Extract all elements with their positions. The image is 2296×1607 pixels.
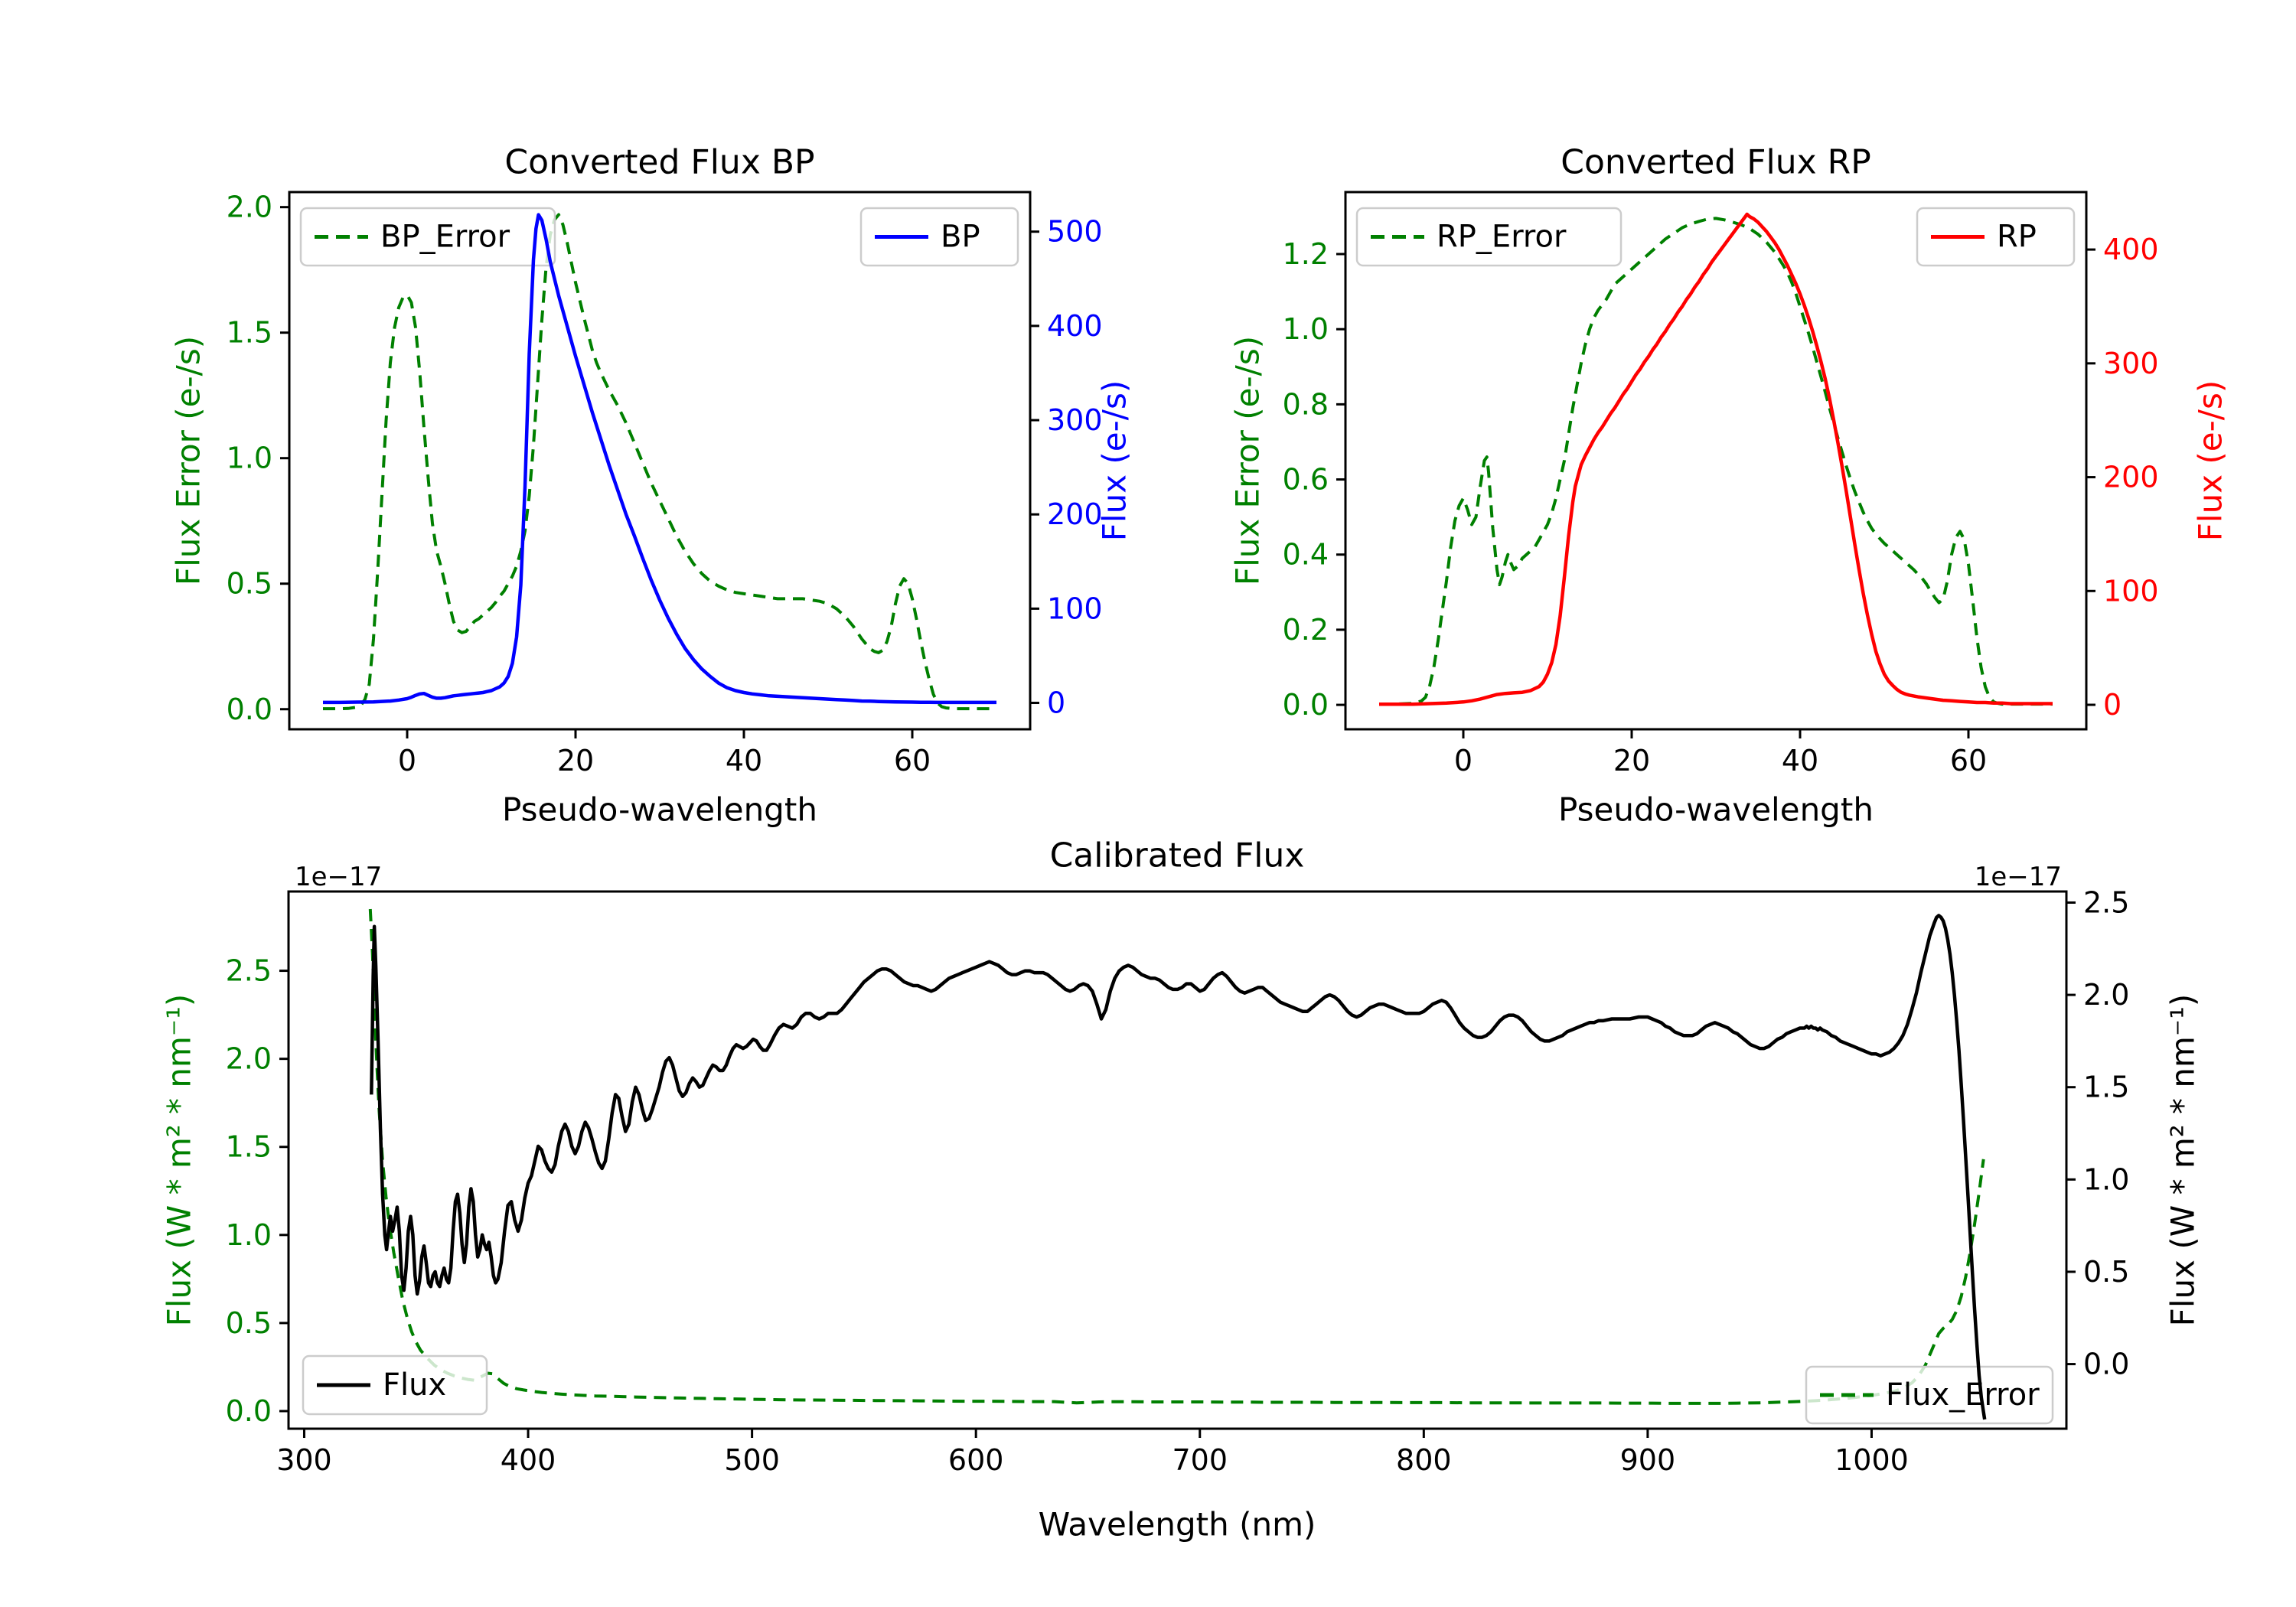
calibrated-xaxis-label: Wavelength (nm) xyxy=(1038,1505,1316,1543)
calibrated-left-offset-text: 1e−17 xyxy=(295,862,383,892)
y-tick-label-left: 2.0 xyxy=(227,191,272,224)
calibrated-flux-spines xyxy=(287,890,2068,1430)
y-tick-label-left: 0.0 xyxy=(1283,688,1329,722)
bp_error-legend-box xyxy=(299,207,556,267)
flux-legend: Flux xyxy=(302,1354,488,1416)
y-tick-label-left: 0.2 xyxy=(1283,613,1329,647)
rp-xaxis-label: Pseudo-wavelength xyxy=(1558,790,1874,829)
flux_error-legend-box xyxy=(1805,1365,2054,1425)
y-tick-label-right: 400 xyxy=(2103,233,2159,266)
flux-line xyxy=(370,914,1987,1420)
y-tick-label-left: 0.5 xyxy=(226,1306,272,1340)
x-tick-label: 1000 xyxy=(1835,1443,1909,1477)
converted-flux-bp-chart: BP_Error BP 0 20 40 60 0.0 0.5 1.0 1.5 2.0 0 100 200 3… xyxy=(227,191,1103,777)
converted-flux-rp-chart: RP_Error RP 0 20 40 60 0.0 0.2 0.4 0.6 0.8 1.0 1.2 0 1… xyxy=(1283,191,2159,777)
bp-yaxis-left-label: Flux Error (e-/s) xyxy=(169,335,207,586)
y-tick-label-right: 2.5 xyxy=(2083,885,2129,919)
flux_error-legend: Flux_Error xyxy=(1805,1365,2054,1425)
y-tick-label-left: 1.0 xyxy=(226,1218,272,1252)
y-tick-label-right: 300 xyxy=(1047,403,1103,437)
y-tick-label-right: 0 xyxy=(1047,686,1065,720)
rp-yaxis-right-label: Flux (e-/s) xyxy=(2191,380,2229,542)
calibrated-chart-title: Calibrated Flux xyxy=(1049,836,1305,875)
y-tick-label-right: 1.0 xyxy=(2083,1162,2129,1196)
y-tick-label-left: 1.0 xyxy=(1283,312,1329,346)
rp_error-legend: RP_Error xyxy=(1355,207,1623,267)
rp_error-line xyxy=(1379,217,2053,706)
converted-flux-bp-spines xyxy=(288,191,1032,731)
y-tick-label-right: 400 xyxy=(1047,309,1103,343)
x-tick-label: 20 xyxy=(557,744,594,777)
bp-yaxis-right-label: Flux (e-/s) xyxy=(1095,380,1133,542)
y-tick-label-right: 0 xyxy=(2103,688,2122,722)
x-tick-label: 60 xyxy=(1950,744,1987,777)
rp_error-legend-box xyxy=(1355,207,1623,267)
y-tick-label-right: 100 xyxy=(2103,574,2159,608)
x-tick-label: 20 xyxy=(1613,744,1650,777)
x-tick-label: 700 xyxy=(1172,1443,1228,1477)
bp_error-legend-label: BP_Error xyxy=(380,220,510,255)
y-tick-label-right: 300 xyxy=(2103,347,2159,380)
x-tick-label: 0 xyxy=(1454,744,1473,777)
rp-legend-label: RP xyxy=(1997,220,2037,255)
rp-line xyxy=(1379,212,2053,706)
bp-legend-box xyxy=(859,207,1019,267)
x-tick-label: 900 xyxy=(1620,1443,1676,1477)
x-tick-label: 500 xyxy=(724,1443,780,1477)
y-tick-label-right: 200 xyxy=(1047,497,1103,531)
x-tick-label: 40 xyxy=(726,744,762,777)
y-tick-label-left: 0.0 xyxy=(226,1394,272,1428)
converted-flux-rp-spines xyxy=(1344,191,2088,731)
calibrated-yaxis-right-label: Flux (W * m² * nm⁻¹) xyxy=(2164,993,2202,1327)
y-tick-label-left: 2.5 xyxy=(226,954,272,988)
y-tick-label-right: 0.5 xyxy=(2083,1255,2129,1289)
y-tick-label-left: 1.5 xyxy=(226,1130,272,1164)
bp-xaxis-label: Pseudo-wavelength xyxy=(502,790,817,829)
flux-legend-box xyxy=(302,1354,488,1416)
rp-chart-title: Converted Flux RP xyxy=(1561,142,1871,182)
x-tick-label: 0 xyxy=(398,744,416,777)
y-tick-label-left: 1.2 xyxy=(1283,237,1329,271)
x-tick-label: 40 xyxy=(1782,744,1818,777)
flux_error-legend-label: Flux_Error xyxy=(1886,1377,2040,1413)
rp-legend-box xyxy=(1916,207,2076,267)
x-tick-label: 800 xyxy=(1396,1443,1452,1477)
rp-yaxis-left-label: Flux Error (e-/s) xyxy=(1228,335,1267,586)
y-tick-label-left: 2.0 xyxy=(226,1042,272,1076)
x-tick-label: 600 xyxy=(948,1443,1004,1477)
rp-legend: RP xyxy=(1916,207,2076,267)
x-tick-label: 300 xyxy=(276,1443,332,1477)
calibrated-flux-chart: Flux_Error Flux 300 400 500 600 700 800 900 1000 0… xyxy=(226,885,2130,1477)
y-tick-label-left: 0.0 xyxy=(227,693,272,726)
bp-line xyxy=(323,213,996,705)
bp_error-legend: BP_Error xyxy=(299,207,556,267)
x-tick-label: 400 xyxy=(501,1443,556,1477)
bp-legend-label: BP xyxy=(941,220,980,255)
y-tick-label-left: 1.0 xyxy=(227,442,272,475)
y-tick-label-left: 0.5 xyxy=(227,567,272,601)
y-tick-label-right: 1.5 xyxy=(2083,1071,2129,1104)
y-tick-label-right: 2.0 xyxy=(2083,978,2129,1012)
bp-chart-title: Converted Flux BP xyxy=(504,142,815,182)
y-tick-label-left: 0.4 xyxy=(1283,538,1329,572)
y-tick-label-left: 0.6 xyxy=(1283,463,1329,497)
calibrated-yaxis-left-label: Flux (W * m² * nm⁻¹) xyxy=(160,993,198,1327)
bp-legend: BP xyxy=(859,207,1019,267)
y-tick-label-right: 200 xyxy=(2103,461,2159,494)
rp_error-legend-label: RP_Error xyxy=(1437,220,1567,255)
y-tick-label-right: 500 xyxy=(1047,215,1103,249)
flux-legend-label: Flux xyxy=(383,1367,446,1403)
x-tick-label: 60 xyxy=(894,744,931,777)
bp_error-line xyxy=(323,213,996,711)
y-tick-label-left: 0.8 xyxy=(1283,387,1329,421)
calibrated-right-offset-text: 1e−17 xyxy=(1974,862,2062,892)
y-tick-label-right: 100 xyxy=(1047,592,1103,625)
y-tick-label-right: 0.0 xyxy=(2083,1348,2129,1381)
flux_error-line xyxy=(368,908,1985,1405)
y-tick-label-left: 1.5 xyxy=(227,316,272,350)
